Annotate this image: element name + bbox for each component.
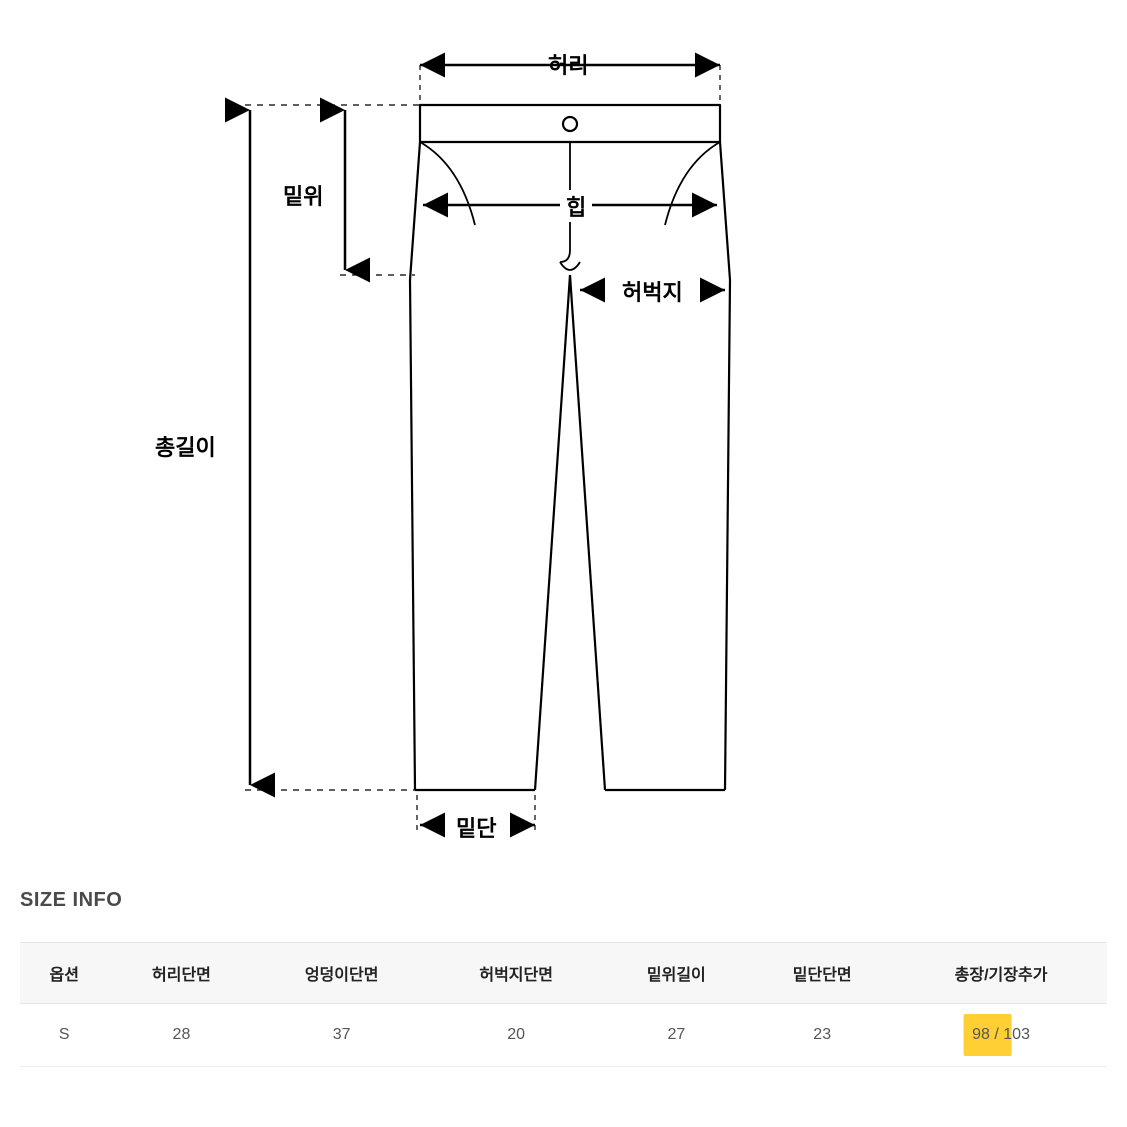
col-thigh: 허벅지단면 bbox=[429, 943, 604, 1004]
col-waist: 허리단면 bbox=[109, 943, 255, 1004]
cell-waist: 28 bbox=[109, 1004, 255, 1067]
size-table: 옵션 허리단면 엉덩이단면 허벅지단면 밑위길이 밑단단면 총장/기장추가 S … bbox=[20, 942, 1107, 1067]
label-hip: 힙 bbox=[560, 190, 592, 222]
size-info-section: SIZE INFO 옵션 허리단면 엉덩이단면 허벅지단면 밑위길이 밑단단면 … bbox=[20, 889, 1107, 1067]
table-header-row: 옵션 허리단면 엉덩이단면 허벅지단면 밑위길이 밑단단면 총장/기장추가 bbox=[20, 943, 1107, 1004]
col-length: 총장/기장추가 bbox=[895, 943, 1107, 1004]
col-hem: 밑단단면 bbox=[749, 943, 895, 1004]
label-thigh: 허벅지 bbox=[622, 275, 683, 307]
label-rise: 밑위 bbox=[283, 179, 323, 211]
cell-option: S bbox=[20, 1004, 109, 1067]
cell-hip: 37 bbox=[254, 1004, 429, 1067]
cell-length-text: 98 / 103 bbox=[972, 1026, 1030, 1043]
pants-diagram: 허리 밑위 힙 허벅지 총길이 밑단 bbox=[0, 30, 1127, 870]
cell-length: 98 / 103 bbox=[895, 1004, 1107, 1067]
size-info-title: SIZE INFO bbox=[20, 889, 1107, 912]
cell-rise: 27 bbox=[603, 1004, 749, 1067]
col-rise: 밑위길이 bbox=[603, 943, 749, 1004]
cell-thigh: 20 bbox=[429, 1004, 604, 1067]
label-hem: 밑단 bbox=[456, 811, 496, 843]
table-row: S 28 37 20 27 23 98 / 103 bbox=[20, 1004, 1107, 1067]
label-total-length: 총길이 bbox=[155, 430, 216, 462]
label-waist: 허리 bbox=[548, 48, 588, 80]
cell-hem: 23 bbox=[749, 1004, 895, 1067]
col-option: 옵션 bbox=[20, 943, 109, 1004]
col-hip: 엉덩이단면 bbox=[254, 943, 429, 1004]
